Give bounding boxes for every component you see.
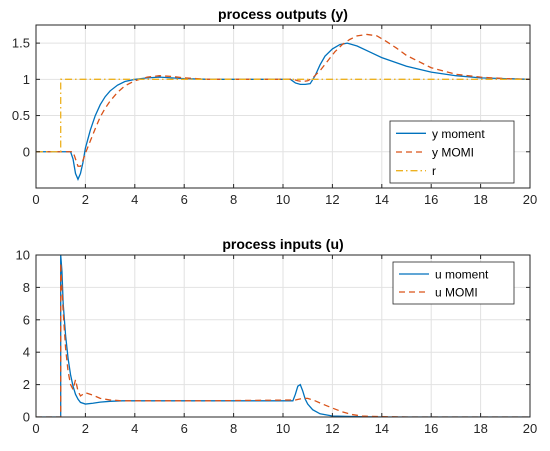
- series-line-y-moment: [36, 42, 530, 181]
- x-tick-label: 10: [276, 192, 290, 207]
- x-tick-label: 16: [424, 421, 438, 436]
- x-tick-label: 12: [325, 421, 339, 436]
- x-tick-label: 2: [82, 192, 89, 207]
- x-tick-label: 2: [82, 421, 89, 436]
- y-tick-label: 1: [23, 72, 30, 87]
- x-tick-label: 18: [473, 192, 487, 207]
- chart-process-outputs: 0 2 4 6 8 10 12 14 16 18 20 0 0.5 1 1.5 process outputs…: [12, 6, 537, 207]
- chart-process-inputs: 0 2 4 6 8 10 12 14 16 18 20 0 2 4 6 8 10 process inputs (…: [16, 236, 538, 436]
- y-tick-label: 0.5: [12, 108, 30, 123]
- x-tick-label: 20: [523, 192, 537, 207]
- x-tick-label: 8: [230, 192, 237, 207]
- chart-title: process outputs (y): [218, 6, 348, 22]
- x-tick-label: 4: [131, 192, 138, 207]
- x-tick-label: 0: [32, 421, 39, 436]
- legend-label: y moment: [432, 127, 485, 141]
- legend-label: r: [432, 164, 436, 178]
- y-tick-label: 8: [23, 280, 30, 295]
- y-tick-label: 0: [23, 144, 30, 159]
- legend-label: u moment: [435, 268, 489, 282]
- x-tick-label: 16: [424, 192, 438, 207]
- x-tick-label: 20: [523, 421, 537, 436]
- y-tick-label: 2: [23, 377, 30, 392]
- x-tick-label: 12: [325, 192, 339, 207]
- legend-box: [392, 261, 515, 305]
- y-tick-label: 1.5: [12, 36, 30, 51]
- y-tick-label: 0: [23, 410, 30, 425]
- x-tick-label: 10: [276, 421, 290, 436]
- legend-label: u MOMI: [435, 286, 478, 300]
- x-tick-label: 14: [375, 421, 389, 436]
- legend: u moment u MOMI: [392, 261, 515, 305]
- legend: y moment y MOMI r: [389, 120, 515, 184]
- legend-label: y MOMI: [432, 146, 474, 160]
- x-tick-label: 18: [473, 421, 487, 436]
- y-tick-label: 10: [16, 248, 30, 263]
- x-tick-label: 14: [375, 192, 389, 207]
- x-tick-label: 8: [230, 421, 237, 436]
- x-tick-label: 4: [131, 421, 138, 436]
- x-tick-label: 0: [32, 192, 39, 207]
- chart-title: process inputs (u): [222, 236, 343, 252]
- y-tick-label: 6: [23, 312, 30, 327]
- y-tick-label: 4: [23, 345, 30, 360]
- x-tick-label: 6: [181, 421, 188, 436]
- series-line-r: [36, 78, 530, 153]
- x-tick-label: 6: [181, 192, 188, 207]
